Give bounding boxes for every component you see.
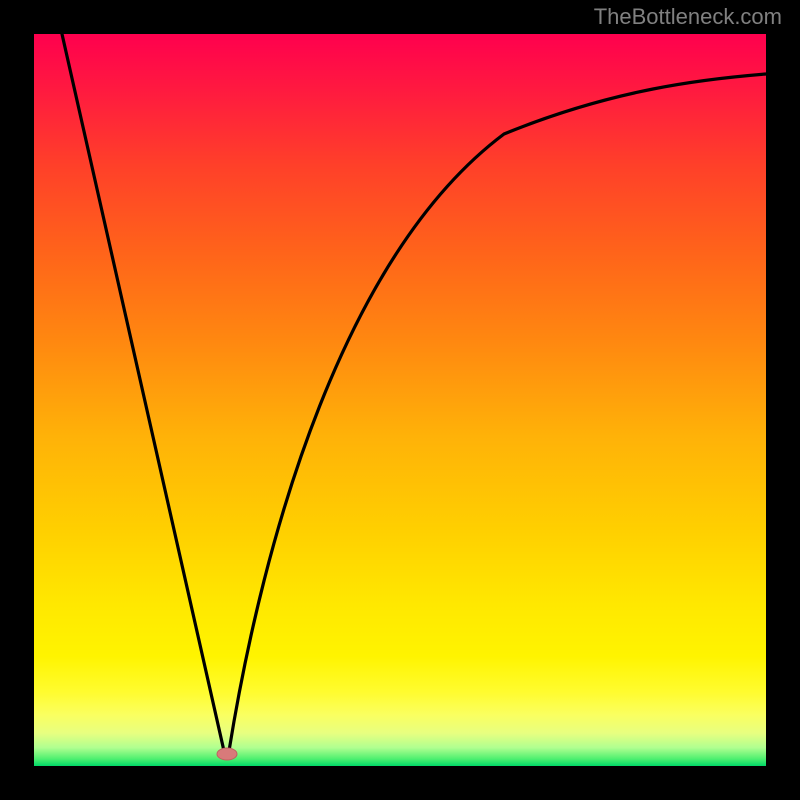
minimum-marker <box>217 748 237 760</box>
gradient-v-chart <box>34 34 766 766</box>
chart-container: TheBottleneck.com <box>0 0 800 800</box>
watermark-text: TheBottleneck.com <box>594 4 782 30</box>
